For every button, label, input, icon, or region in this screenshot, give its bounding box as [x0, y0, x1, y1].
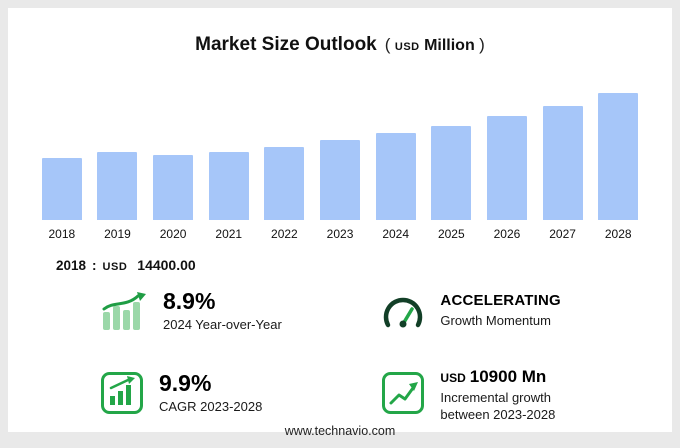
- bars-plot: [34, 90, 646, 220]
- x-label-2024: 2024: [368, 227, 424, 241]
- stat-yoy-label: 2024 Year-over-Year: [163, 317, 282, 334]
- stat-incremental-text: USD 10900 Mn Incremental growth between 2…: [440, 362, 555, 424]
- footer-link[interactable]: www.technavio.com: [8, 424, 672, 448]
- callout-value: 14400.00: [137, 257, 195, 273]
- bar-2019[interactable]: [97, 152, 137, 220]
- bar-slot-2023: [312, 90, 368, 220]
- bar-2028[interactable]: [598, 93, 638, 220]
- bar-2021[interactable]: [209, 152, 249, 220]
- stat-incremental-label: Incremental growth between 2023-2028: [440, 390, 555, 424]
- paren-open: (: [385, 35, 391, 54]
- bar-2024[interactable]: [376, 133, 416, 220]
- x-label-2028: 2028: [590, 227, 646, 241]
- x-label-2027: 2027: [535, 227, 591, 241]
- bar-slot-2024: [368, 90, 424, 220]
- stats-grid: 8.9% 2024 Year-over-Year ACCELERATING Gr…: [8, 273, 672, 424]
- bar-2022[interactable]: [264, 147, 304, 220]
- callout-currency: USD: [103, 261, 128, 273]
- boxed-bar-chart-icon: [100, 371, 144, 415]
- x-label-2026: 2026: [479, 227, 535, 241]
- stat-incremental-currency: USD: [440, 371, 465, 385]
- bar-2025[interactable]: [431, 126, 471, 220]
- stat-incremental-number: 10900 Mn: [470, 367, 547, 386]
- bar-slot-2020: [145, 90, 201, 220]
- stat-momentum-label: Growth Momentum: [440, 313, 560, 330]
- x-label-2023: 2023: [312, 227, 368, 241]
- title-main: Market Size Outlook: [195, 34, 377, 55]
- stat-yoy: 8.9% 2024 Year-over-Year: [100, 289, 381, 334]
- stat-incremental: USD 10900 Mn Incremental growth between 2…: [381, 362, 642, 424]
- x-label-2021: 2021: [201, 227, 257, 241]
- stat-cagr: 9.9% CAGR 2023-2028: [100, 362, 381, 424]
- bar-slot-2022: [257, 90, 313, 220]
- bar-2018[interactable]: [42, 158, 82, 220]
- bar-slot-2018: [34, 90, 90, 220]
- bar-slot-2028: [590, 90, 646, 220]
- page-title: Market Size Outlook ( USD Million ): [8, 34, 672, 56]
- stat-momentum: ACCELERATING Growth Momentum: [381, 289, 642, 334]
- bar-slot-2019: [90, 90, 146, 220]
- bar-slot-2025: [423, 90, 479, 220]
- stat-yoy-text: 8.9% 2024 Year-over-Year: [163, 289, 282, 334]
- x-label-2019: 2019: [90, 227, 146, 241]
- bar-2020[interactable]: [153, 155, 193, 220]
- stat-incremental-value: USD 10900 Mn: [440, 362, 555, 387]
- stat-cagr-value: 9.9%: [159, 371, 262, 396]
- title-unit-group: ( USD Million ): [385, 37, 485, 54]
- paren-close: ): [479, 35, 485, 54]
- title-unit-word: Million: [424, 37, 475, 54]
- x-label-2025: 2025: [423, 227, 479, 241]
- x-label-2022: 2022: [257, 227, 313, 241]
- callout-separator: :: [92, 258, 97, 273]
- stat-incremental-label-line1: Incremental growth: [440, 390, 551, 405]
- gauge-icon: [381, 294, 425, 330]
- bar-2027[interactable]: [543, 106, 583, 220]
- bar-2026[interactable]: [487, 116, 527, 220]
- x-label-2020: 2020: [145, 227, 201, 241]
- stat-cagr-label: CAGR 2023-2028: [159, 399, 262, 416]
- title-currency: USD: [395, 41, 420, 53]
- stat-yoy-value: 8.9%: [163, 289, 282, 314]
- bar-slot-2026: [479, 90, 535, 220]
- bar-slot-2027: [535, 90, 591, 220]
- boxed-line-chart-icon: [381, 371, 425, 415]
- stat-momentum-text: ACCELERATING Growth Momentum: [440, 293, 560, 329]
- callout-year: 2018: [56, 258, 86, 273]
- stat-momentum-value: ACCELERATING: [440, 293, 560, 310]
- bar-slot-2021: [201, 90, 257, 220]
- x-label-2018: 2018: [34, 227, 90, 241]
- bar-2023[interactable]: [320, 140, 360, 220]
- value-callout: 2018 : USD 14400.00: [56, 257, 672, 273]
- stat-incremental-label-line2: between 2023-2028: [440, 407, 555, 422]
- bar-growth-arrow-icon: [100, 292, 148, 332]
- stat-cagr-text: 9.9% CAGR 2023-2028: [159, 371, 262, 416]
